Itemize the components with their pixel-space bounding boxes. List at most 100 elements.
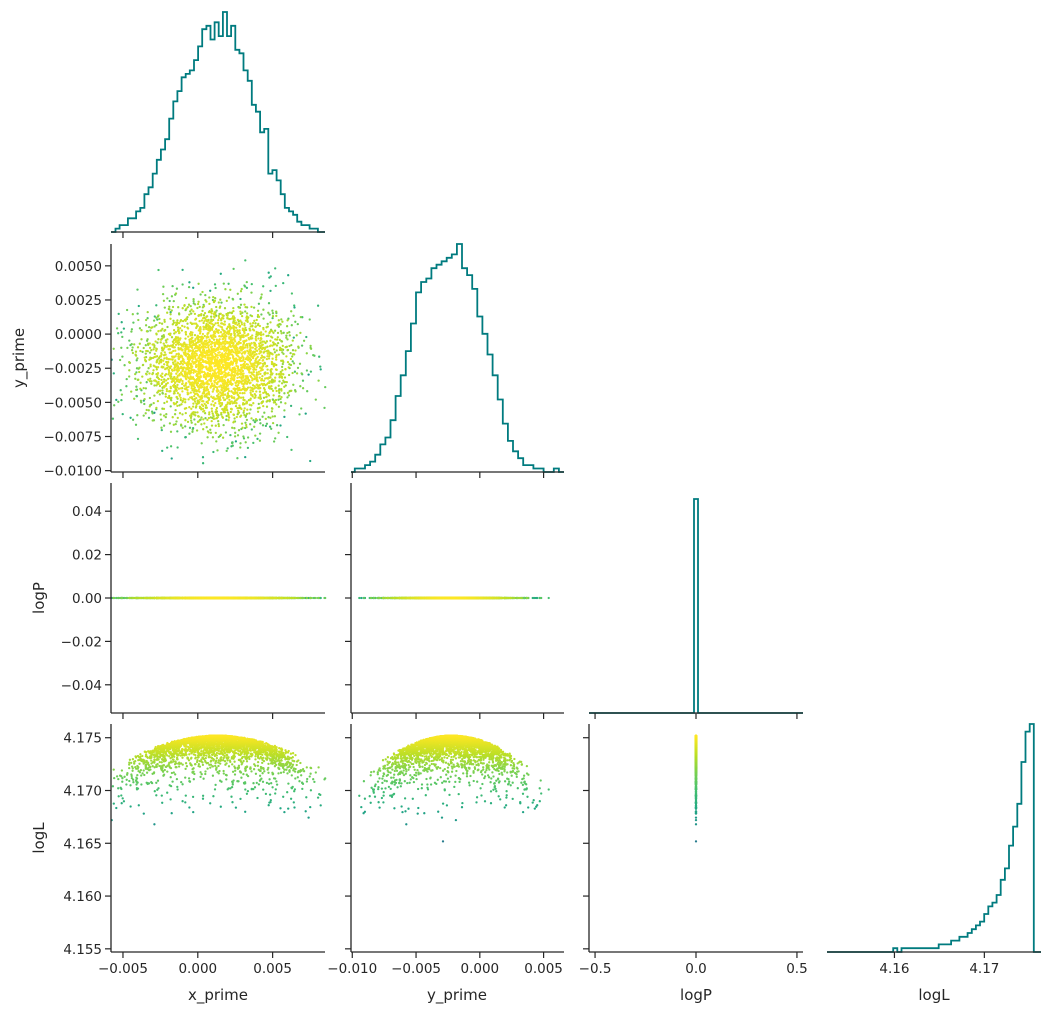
scatter-point bbox=[236, 350, 239, 353]
scatter-point bbox=[242, 343, 245, 346]
scatter-point bbox=[177, 343, 180, 346]
scatter-point bbox=[210, 403, 213, 406]
scatter-point bbox=[203, 422, 206, 425]
scatter-point bbox=[289, 404, 293, 408]
scatter-point bbox=[195, 326, 198, 330]
scatter-point bbox=[269, 289, 272, 293]
scatter-point bbox=[149, 365, 152, 368]
scatter-point bbox=[235, 391, 239, 395]
scatter-point bbox=[191, 428, 194, 431]
scatter-point bbox=[172, 299, 175, 303]
scatter-point bbox=[120, 346, 123, 349]
scatter-point bbox=[147, 325, 151, 329]
scatter-point bbox=[238, 324, 241, 328]
scatter-point bbox=[145, 381, 148, 384]
scatter-point bbox=[162, 359, 165, 362]
scatter-point bbox=[265, 340, 269, 343]
scatter-point bbox=[166, 396, 170, 399]
scatter-point bbox=[226, 346, 230, 349]
scatter-point bbox=[181, 382, 184, 385]
scatter-point bbox=[202, 328, 205, 331]
scatter-point bbox=[243, 322, 246, 325]
scatter-point bbox=[237, 396, 241, 399]
scatter-point bbox=[233, 326, 236, 329]
scatter-point bbox=[156, 399, 160, 403]
scatter-point bbox=[161, 449, 164, 453]
scatter-point bbox=[177, 387, 181, 390]
scatter-point bbox=[154, 596, 157, 600]
scatter-point bbox=[177, 321, 181, 325]
scatter-point bbox=[305, 369, 309, 372]
scatter-point bbox=[239, 319, 242, 322]
scatter-point bbox=[268, 331, 271, 335]
scatter-point bbox=[218, 385, 221, 388]
scatter-point bbox=[227, 296, 231, 299]
scatter-point bbox=[198, 332, 202, 335]
scatter-point bbox=[223, 345, 226, 349]
scatter-point bbox=[172, 385, 176, 389]
scatter-point bbox=[266, 381, 270, 385]
scatter-point bbox=[164, 415, 167, 419]
scatter-point bbox=[205, 327, 208, 331]
scatter-point bbox=[178, 338, 181, 341]
scatter-point bbox=[220, 402, 223, 406]
scatter-point bbox=[229, 288, 232, 291]
scatter-point bbox=[125, 308, 129, 312]
scatter-point bbox=[289, 357, 293, 361]
scatter-point bbox=[214, 348, 217, 351]
scatter-point bbox=[153, 411, 156, 414]
scatter-point bbox=[117, 312, 120, 316]
scatter-point bbox=[217, 331, 220, 335]
scatter-point bbox=[292, 336, 295, 339]
scatter-point bbox=[190, 312, 193, 315]
scatter-point bbox=[244, 441, 247, 444]
scatter-point bbox=[259, 361, 262, 365]
scatter-point bbox=[187, 359, 191, 362]
scatter-point bbox=[217, 314, 220, 318]
scatter-point bbox=[186, 345, 189, 349]
scatter-point bbox=[136, 414, 139, 417]
scatter-point bbox=[265, 326, 268, 329]
scatter-point bbox=[254, 396, 257, 399]
scatter-point bbox=[210, 424, 214, 427]
scatter-point bbox=[196, 346, 200, 350]
scatter-point bbox=[263, 388, 266, 392]
scatter-point bbox=[193, 322, 197, 325]
scatter-points-layer bbox=[110, 259, 698, 843]
scatter-point bbox=[189, 416, 193, 420]
scatter-point bbox=[292, 314, 295, 317]
scatter-point bbox=[176, 329, 180, 333]
scatter-point bbox=[169, 445, 173, 448]
scatter-point bbox=[214, 368, 217, 371]
scatter-point bbox=[249, 375, 253, 379]
scatter-point bbox=[165, 341, 168, 344]
scatter-point bbox=[176, 370, 179, 373]
scatter-point bbox=[197, 335, 200, 339]
scatter-point bbox=[212, 414, 215, 417]
scatter-point bbox=[319, 365, 322, 368]
scatter-point bbox=[207, 416, 211, 420]
scatter-point bbox=[135, 359, 138, 362]
scatter-point bbox=[149, 363, 152, 366]
scatter-point bbox=[145, 330, 149, 333]
scatter-point bbox=[230, 407, 233, 411]
scatter-point bbox=[244, 455, 247, 459]
scatter-point bbox=[246, 436, 250, 439]
scatter-point bbox=[209, 346, 213, 349]
scatter-point bbox=[252, 329, 256, 332]
scatter-point bbox=[239, 446, 242, 449]
scatter-point bbox=[277, 398, 280, 401]
scatter-point bbox=[225, 418, 228, 421]
scatter-point bbox=[280, 340, 284, 343]
scatter-point bbox=[177, 331, 181, 335]
scatter-point bbox=[183, 387, 187, 390]
scatter-point bbox=[146, 370, 149, 373]
scatter-point bbox=[184, 435, 187, 439]
scatter-point bbox=[226, 403, 229, 406]
scatter-point bbox=[280, 389, 283, 392]
scatter-point bbox=[236, 376, 239, 379]
scatter-point bbox=[233, 389, 237, 392]
scatter-point bbox=[282, 352, 285, 356]
scatter-point bbox=[223, 307, 227, 310]
scatter-point bbox=[115, 596, 119, 600]
